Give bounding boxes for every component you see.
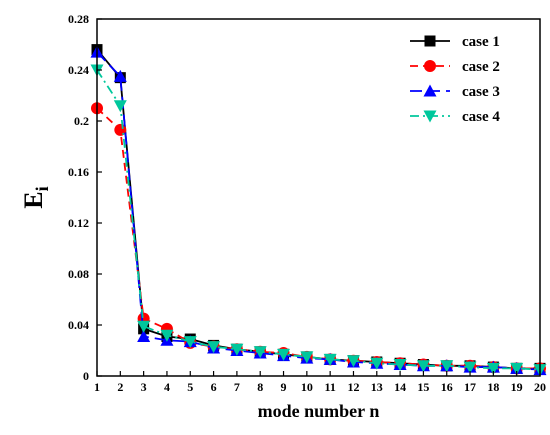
data-point (463, 361, 477, 374)
x-tick-label: 18 (487, 380, 499, 394)
x-tick-label: 17 (464, 380, 476, 394)
data-point (393, 359, 407, 372)
y-tick-label: 0.08 (68, 267, 89, 281)
y-tick-label: 0.2 (74, 114, 89, 128)
legend-marker (423, 84, 437, 97)
data-point (300, 351, 314, 364)
y-axis-title-subscript: i (32, 186, 52, 191)
legend-item: case 3 (410, 84, 500, 100)
y-tick-label: 0.04 (68, 318, 89, 332)
legend-item: case 4 (410, 109, 500, 125)
x-tick-label: 3 (141, 380, 147, 394)
series-group (90, 44, 547, 377)
x-tick-label: 5 (187, 380, 193, 394)
y-tick-label: 0.16 (68, 165, 89, 179)
legend: case 1 case 2 case 3 case 4 (410, 34, 500, 125)
data-point (160, 329, 174, 342)
y-tick-label: 0.24 (68, 63, 89, 77)
legend-item: case 1 (410, 34, 500, 50)
x-tick-label: 11 (324, 380, 335, 394)
y-tick-label: 0.12 (68, 216, 89, 230)
legend-marker (424, 60, 436, 72)
data-point (440, 360, 454, 373)
data-point (113, 100, 127, 113)
data-point (183, 336, 197, 349)
legend-label: case 2 (462, 59, 500, 75)
x-tick-label: 12 (347, 380, 359, 394)
x-tick-label: 8 (257, 380, 263, 394)
legend-marker (423, 110, 437, 123)
x-tick-label: 1 (94, 380, 100, 394)
x-tick-label: 16 (441, 380, 453, 394)
y-axis-title: Ei (19, 186, 52, 208)
x-tick-label: 4 (164, 380, 170, 394)
x-axis-title: mode number n (258, 401, 380, 421)
series-4 (90, 64, 547, 377)
x-tick-label: 13 (371, 380, 383, 394)
data-point (137, 329, 151, 342)
x-tick-label: 19 (511, 380, 523, 394)
y-tick-label: 0.28 (68, 12, 89, 26)
legend-label: case 4 (462, 109, 500, 125)
series-line (96, 69, 541, 371)
ticks-group: 1 2 3 4 5 6 7 8 9 10 11 12 13 14 15 16 17 18 19 2000.040.08… (68, 12, 546, 394)
data-point (510, 362, 524, 375)
x-tick-label: 9 (281, 380, 287, 394)
data-point (277, 348, 291, 361)
x-tick-label: 10 (301, 380, 313, 394)
data-point (370, 357, 384, 370)
data-point (113, 69, 127, 82)
y-tick-label: 0 (83, 369, 89, 383)
y-axis-title-main: E (19, 191, 48, 208)
data-point (253, 346, 267, 359)
x-tick-label: 6 (211, 380, 217, 394)
data-point (207, 341, 221, 354)
plot-frame (96, 18, 541, 377)
legend-label: case 1 (462, 34, 500, 50)
data-point (323, 353, 337, 366)
legend-label: case 3 (462, 84, 500, 100)
data-point (416, 360, 430, 373)
data-point (486, 362, 500, 375)
legend-marker (424, 35, 436, 47)
x-tick-label: 14 (394, 380, 406, 394)
x-tick-label: 20 (534, 380, 546, 394)
x-tick-label: 7 (234, 380, 240, 394)
legend-item: case 2 (410, 59, 500, 75)
x-tick-label: 2 (117, 380, 123, 394)
data-point (137, 320, 151, 333)
data-point (346, 355, 360, 368)
x-tick-label: 15 (417, 380, 429, 394)
data-point (230, 343, 244, 356)
